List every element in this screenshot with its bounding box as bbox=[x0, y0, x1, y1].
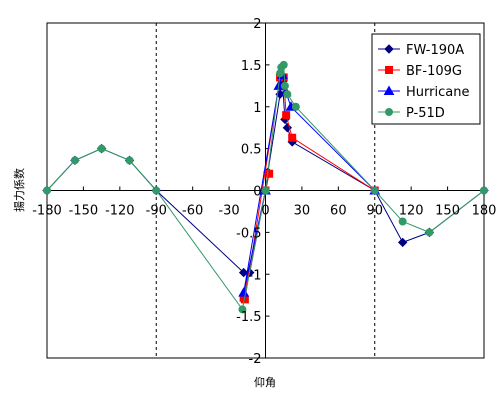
legend-marker bbox=[384, 44, 394, 54]
data-point bbox=[279, 60, 288, 69]
x-tick-label: 180 bbox=[472, 204, 497, 219]
legend: FW-190A BF-109G Hurricane P-51D bbox=[371, 33, 481, 125]
data-point bbox=[282, 111, 291, 120]
legend-label: BF-109G bbox=[406, 64, 462, 79]
legend-label: Hurricane bbox=[406, 85, 469, 100]
legend-marker bbox=[383, 85, 395, 95]
data-point bbox=[398, 217, 407, 226]
x-tick-label: 60 bbox=[330, 204, 347, 219]
x-axis-title: 仰角 bbox=[254, 375, 276, 389]
data-point bbox=[291, 102, 300, 111]
x-tick-label: -180 bbox=[32, 204, 62, 219]
y-tick-labels: -2 -1.5 -1 -0.5 0 0.5 1 1.5 2 bbox=[236, 17, 261, 367]
y-tick-label: -1 bbox=[249, 268, 262, 283]
x-tick-label: -90 bbox=[146, 204, 167, 219]
x-tick-labels: -180 -150 -120 -90 -60 -30 0 30 60 90 120 150 180 bbox=[32, 204, 496, 219]
data-point bbox=[238, 305, 247, 314]
x-tick-label: -120 bbox=[105, 204, 135, 219]
legend-label: P-51D bbox=[406, 106, 445, 121]
x-tick-label: 30 bbox=[294, 204, 311, 219]
legend-marker bbox=[385, 108, 393, 116]
data-point bbox=[283, 90, 292, 99]
x-tick-label: -60 bbox=[182, 204, 203, 219]
y-tick-label: -0.5 bbox=[236, 226, 261, 241]
legend-label: FW-190A bbox=[406, 43, 464, 58]
y-tick-label: 1.5 bbox=[241, 59, 262, 74]
data-point bbox=[125, 156, 134, 165]
data-point bbox=[152, 186, 161, 195]
x-tick-label: 120 bbox=[399, 204, 424, 219]
y-axis-title: 揚力係数 bbox=[13, 168, 26, 212]
y-tick-label: 2 bbox=[253, 17, 261, 32]
data-point bbox=[288, 133, 297, 142]
y-tick-label: -1.5 bbox=[236, 310, 261, 325]
x-tick-label: -150 bbox=[69, 204, 99, 219]
data-point bbox=[280, 81, 289, 90]
data-point bbox=[261, 186, 270, 195]
data-point bbox=[370, 186, 379, 195]
data-point bbox=[70, 156, 79, 165]
y-tick-label: -2 bbox=[249, 352, 262, 367]
x-tick-label: -30 bbox=[218, 204, 239, 219]
x-tick-label: 150 bbox=[435, 204, 460, 219]
data-point bbox=[43, 186, 51, 195]
series-layer bbox=[42, 60, 489, 314]
y-tick-label: 0 bbox=[253, 185, 261, 200]
data-point bbox=[397, 237, 408, 248]
legend-marker bbox=[385, 66, 393, 74]
x-tick-label: 0 bbox=[261, 204, 269, 219]
data-point bbox=[238, 267, 249, 278]
data-point bbox=[97, 144, 106, 153]
data-point bbox=[265, 169, 274, 178]
data-point bbox=[480, 186, 488, 195]
y-tick-label: 1 bbox=[253, 101, 261, 116]
series-p-51d bbox=[43, 60, 488, 314]
x-tick-label: 90 bbox=[366, 204, 383, 219]
data-point bbox=[425, 228, 434, 237]
y-tick-label: 0.5 bbox=[241, 143, 262, 158]
